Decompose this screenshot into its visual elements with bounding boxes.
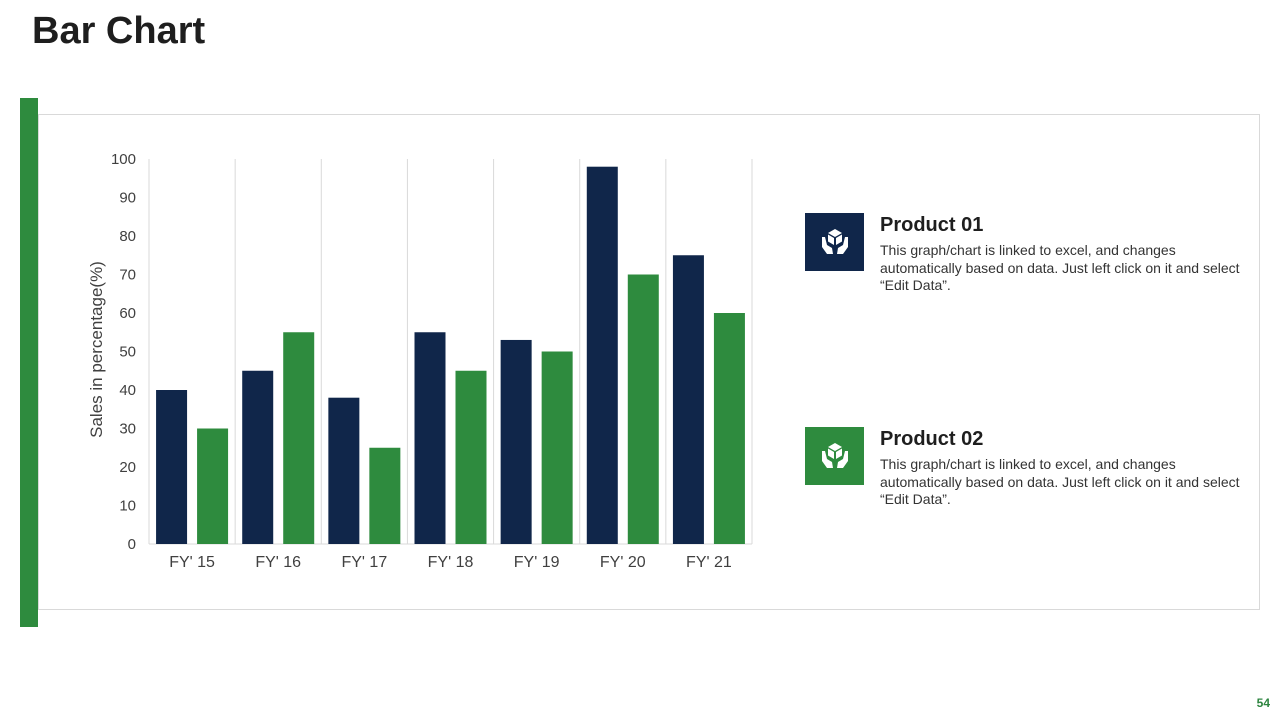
- legend-description: This graph/chart is linked to excel, and…: [880, 456, 1240, 507]
- y-tick-label: 80: [119, 228, 136, 245]
- y-tick-label: 30: [119, 421, 136, 438]
- y-tick-label: 70: [119, 267, 136, 284]
- y-tick-label: 100: [111, 151, 136, 168]
- bar: [369, 447, 401, 544]
- bar: [500, 339, 532, 544]
- bar: [197, 428, 229, 544]
- bar: [283, 332, 315, 544]
- y-tick-label: 20: [119, 459, 136, 476]
- hands-box-icon: [821, 443, 848, 468]
- bar: [627, 274, 659, 544]
- x-tick-label: FY' 20: [600, 554, 646, 571]
- x-tick-label: FY' 15: [169, 554, 215, 571]
- legend-name: Product 01: [880, 214, 984, 236]
- bar: [713, 313, 745, 544]
- bar: [586, 166, 618, 544]
- legend-description: This graph/chart is linked to excel, and…: [880, 242, 1240, 293]
- y-tick-label: 40: [119, 382, 136, 399]
- y-axis-label: Sales in percentage(%): [87, 261, 106, 438]
- product-01-icon-box: [805, 213, 864, 271]
- y-tick-label: 10: [119, 498, 136, 515]
- bar: [541, 351, 573, 544]
- bar: [328, 397, 360, 544]
- product-02-icon-box: [805, 427, 864, 485]
- bar: [414, 332, 446, 544]
- y-tick-label: 0: [128, 536, 136, 553]
- y-tick-label: 90: [119, 190, 136, 207]
- page-title: Bar Chart: [32, 10, 206, 52]
- x-tick-label: FY' 17: [341, 554, 387, 571]
- bar: [672, 255, 704, 544]
- y-tick-label: 60: [119, 305, 136, 322]
- accent-bar: [20, 98, 38, 627]
- x-tick-label: FY' 16: [255, 554, 301, 571]
- bar: [455, 370, 487, 544]
- bar: [242, 370, 274, 544]
- legend-name: Product 02: [880, 428, 984, 450]
- bar: [156, 390, 188, 544]
- x-tick-label: FY' 21: [686, 554, 732, 571]
- y-tick-label: 50: [119, 344, 136, 361]
- x-tick-label: FY' 18: [428, 554, 474, 571]
- x-tick-label: FY' 19: [514, 554, 560, 571]
- hands-box-icon: [821, 229, 848, 254]
- page-number: 54: [1256, 696, 1270, 710]
